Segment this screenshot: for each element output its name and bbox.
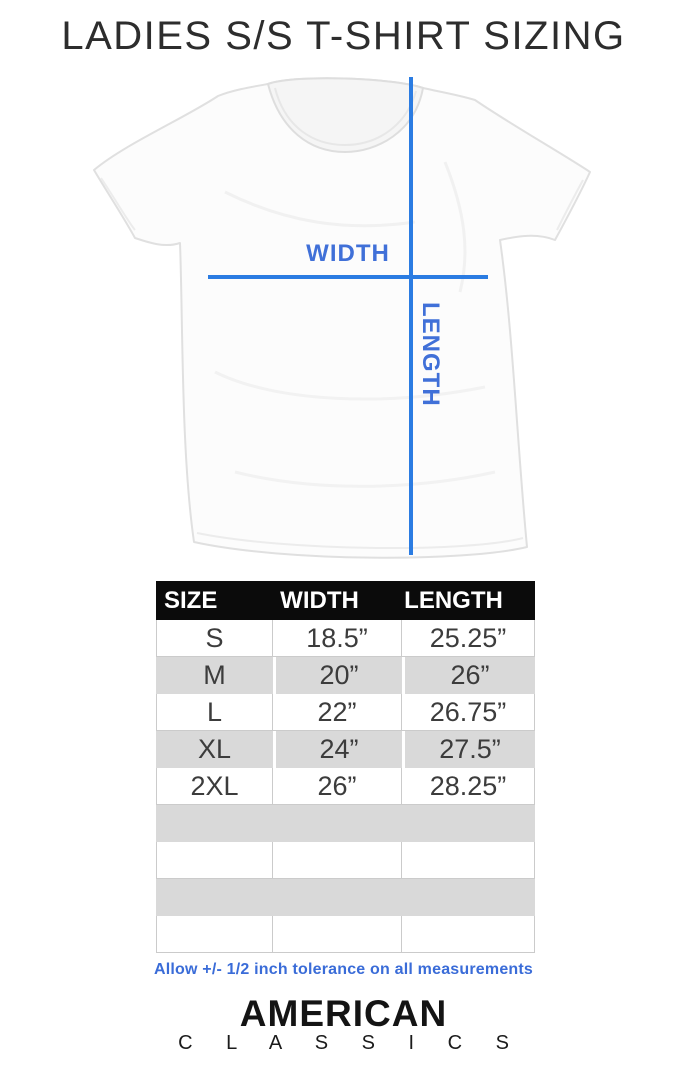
size-cell: 2XL — [156, 768, 273, 805]
width-cell: 26” — [273, 768, 402, 805]
size-cell: S — [156, 620, 273, 657]
empty-cell — [156, 916, 273, 953]
width-cell: 22” — [273, 694, 402, 731]
size-cell: XL — [156, 731, 273, 768]
empty-cell — [402, 842, 535, 879]
header-width: WIDTH — [280, 586, 359, 614]
brand-subname: C L A S S I C S — [178, 1032, 523, 1054]
table-empty-row — [156, 916, 535, 953]
table-header-row: SIZE WIDTH LENGTH — [156, 581, 535, 620]
empty-cell — [156, 842, 273, 879]
length-cell: 26.75” — [402, 694, 535, 731]
page-title: LADIES S/S T-SHIRT SIZING — [61, 14, 626, 58]
table-row-s: S 18.5” 25.25” — [156, 620, 535, 657]
empty-cell — [273, 842, 402, 879]
brand-name: AMERICAN — [239, 993, 448, 1034]
header-size: SIZE — [164, 586, 218, 614]
table-empty-row — [156, 879, 535, 916]
empty-cell — [273, 916, 402, 953]
tolerance-note: Allow +/- 1/2 inch tolerance on all meas… — [153, 961, 534, 978]
length-cell: 26” — [402, 657, 535, 694]
width-cell: 20” — [273, 657, 402, 694]
tshirt-graphic — [93, 77, 591, 559]
size-cell: L — [156, 694, 273, 731]
width-cell: 24” — [273, 731, 402, 768]
table-empty-row — [156, 842, 535, 879]
width-measure-line — [208, 275, 488, 279]
length-cell: 28.25” — [402, 768, 535, 805]
size-table: SIZE WIDTH LENGTH S 18.5” 25.25” M 20” 2… — [156, 581, 535, 953]
length-cell: 27.5” — [402, 731, 535, 768]
length-measure-line — [409, 77, 413, 555]
tshirt-measurement-figure: WIDTH LENGTH — [85, 72, 605, 572]
table-row-2xl: 2XL 26” 28.25” — [156, 768, 535, 805]
table-row-xl: XL 24” 27.5” — [156, 731, 535, 768]
header-length: LENGTH — [404, 586, 503, 614]
width-cell: 18.5” — [273, 620, 402, 657]
brand-logo: AMERICAN C L A S S I C S — [0, 993, 687, 1054]
width-label: WIDTH — [306, 240, 390, 267]
table-row-m: M 20” 26” — [156, 657, 535, 694]
table-empty-row — [156, 805, 535, 842]
length-cell: 25.25” — [402, 620, 535, 657]
size-cell: M — [156, 657, 273, 694]
table-row-l: L 22” 26.75” — [156, 694, 535, 731]
length-label: LENGTH — [417, 302, 444, 407]
empty-cell — [402, 916, 535, 953]
